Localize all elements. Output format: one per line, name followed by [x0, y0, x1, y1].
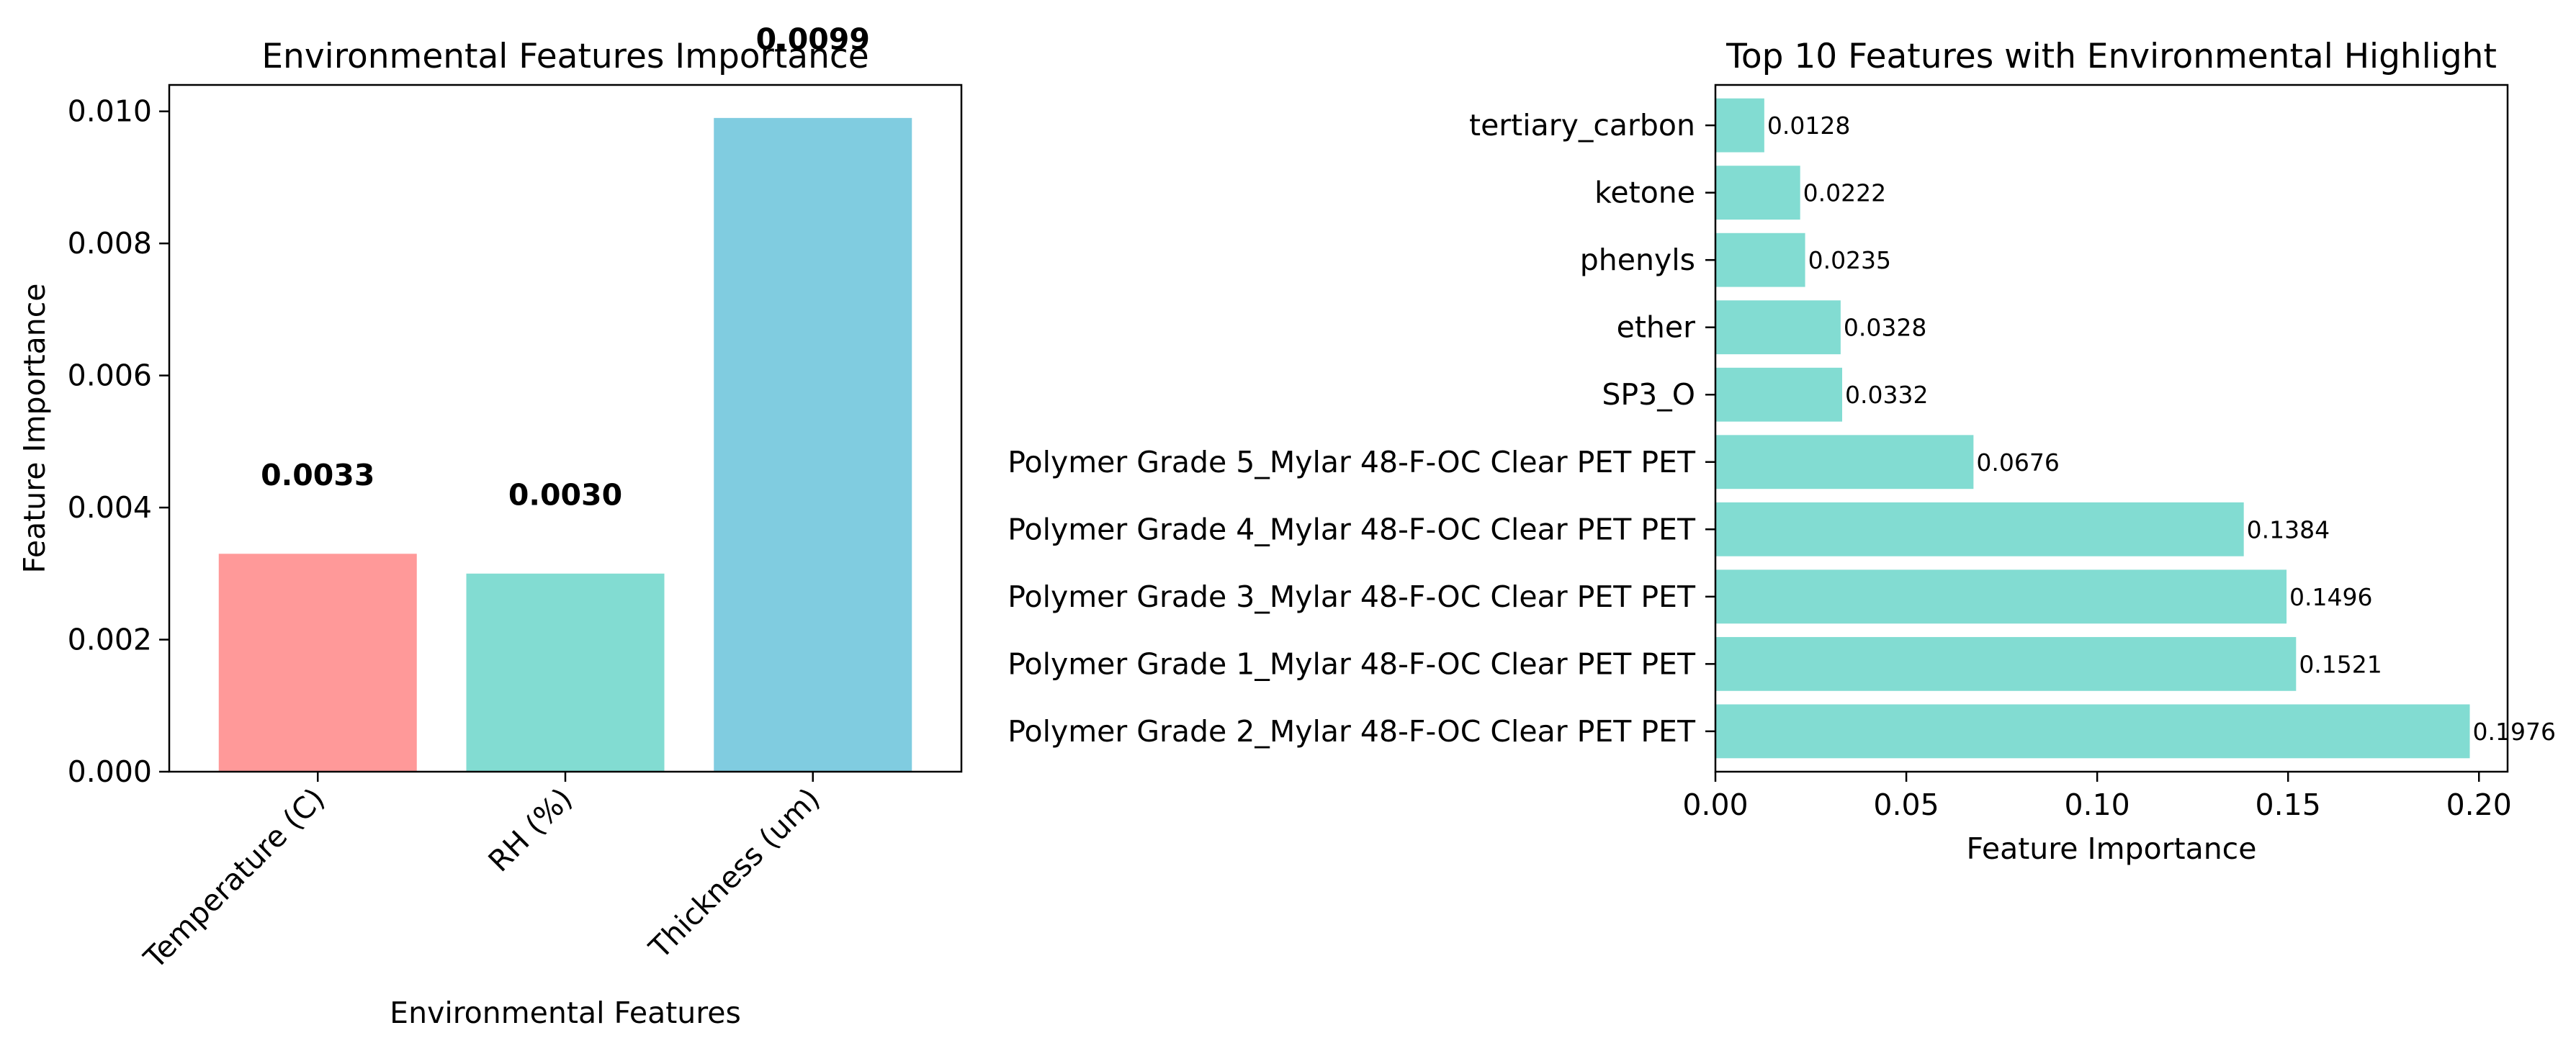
right-y-tick-label-8: ketone	[1594, 176, 1695, 210]
right-value-label-7: 0.0235	[1808, 246, 1891, 274]
left-y-tick-label-4: 0.008	[68, 226, 152, 261]
right-chart-title: Top 10 Features with Environmental Highl…	[1725, 37, 2497, 76]
right-value-label-2: 0.1496	[2289, 583, 2372, 611]
right-y-tick-label-7: phenyls	[1580, 243, 1695, 277]
left-y-tick-label-1: 0.002	[68, 623, 152, 657]
right-value-label-0: 0.1976	[2473, 718, 2556, 746]
right-value-label-9: 0.0128	[1767, 112, 1850, 140]
right-value-label-5: 0.0332	[1845, 381, 1928, 409]
left-bar-2	[714, 117, 912, 772]
right-bars	[1715, 98, 2470, 759]
right-bar-0	[1715, 704, 2470, 759]
left-value-label-0: 0.0033	[261, 458, 374, 492]
right-y-tick-label-6: ether	[1617, 310, 1696, 345]
right-bar-8	[1715, 166, 1800, 220]
right-x-tick-label-3: 0.15	[2256, 788, 2321, 822]
left-plot-frame	[168, 84, 963, 773]
left-y-axis-label: Feature Importance	[17, 284, 52, 574]
right-value-label-3: 0.1384	[2247, 515, 2330, 543]
top-10-features-chart: Top 10 Features with Environmental Highl…	[1007, 37, 2556, 866]
right-y-tick-label-9: tertiary_carbon	[1469, 108, 1695, 143]
left-bar-0	[218, 554, 417, 772]
right-y-tick-label-4: Polymer Grade 5_Mylar 48-F-OC Clear PET …	[1007, 445, 1696, 479]
left-value-label-2: 0.0099	[756, 22, 870, 56]
right-bar-9	[1715, 98, 1764, 153]
right-value-label-8: 0.0222	[1803, 179, 1886, 207]
left-bars	[218, 117, 912, 772]
right-plot-frame	[1714, 84, 2509, 773]
left-y-tick-label-3: 0.006	[68, 358, 152, 393]
environmental-features-chart: Environmental Features Importance 0.0033…	[17, 22, 963, 1030]
right-bar-6	[1715, 300, 1841, 355]
right-bar-2	[1715, 569, 2287, 624]
left-value-labels: 0.0033 0.0030 0.0099	[261, 22, 870, 512]
right-bar-4	[1715, 435, 1974, 490]
right-x-axis-label: Feature Importance	[1967, 831, 2257, 866]
left-chart-title: Environmental Features Importance	[261, 37, 869, 76]
right-x-axis-ticks: 0.00 0.05 0.10 0.15 0.20	[1682, 772, 2512, 822]
right-y-axis-ticks: Polymer Grade 2_Mylar 48-F-OC Clear PET …	[1007, 108, 1715, 749]
left-y-tick-label-5: 0.010	[68, 94, 152, 129]
right-bar-1	[1715, 636, 2297, 691]
right-y-tick-label-3: Polymer Grade 4_Mylar 48-F-OC Clear PET …	[1007, 512, 1696, 546]
left-y-axis-ticks: 0.000 0.002 0.004 0.006 0.008 0.010	[68, 94, 169, 789]
right-bar-3	[1715, 502, 2244, 556]
right-value-label-1: 0.1521	[2299, 650, 2382, 678]
right-value-label-4: 0.0676	[1976, 448, 2059, 477]
right-y-tick-label-5: SP3_O	[1602, 377, 1695, 412]
right-x-tick-label-1: 0.05	[1873, 788, 1939, 822]
right-x-tick-label-2: 0.10	[2064, 788, 2130, 822]
left-x-axis-label: Environmental Features	[390, 996, 741, 1030]
right-value-labels: 0.1976 0.1521 0.1496 0.1384 0.0676 0.0332 0.03…	[1767, 112, 2556, 746]
right-bar-5	[1715, 367, 1842, 422]
right-y-tick-label-2: Polymer Grade 3_Mylar 48-F-OC Clear PET …	[1007, 579, 1696, 614]
right-x-tick-label-0: 0.00	[1682, 788, 1748, 822]
left-value-label-1: 0.0030	[508, 477, 622, 512]
left-y-tick-label-2: 0.004	[68, 490, 152, 525]
left-bar-1	[466, 573, 665, 772]
right-value-label-6: 0.0328	[1844, 314, 1926, 342]
right-bar-7	[1715, 233, 1805, 287]
right-y-tick-label-1: Polymer Grade 1_Mylar 48-F-OC Clear PET …	[1007, 646, 1696, 681]
right-y-tick-label-0: Polymer Grade 2_Mylar 48-F-OC Clear PET …	[1007, 714, 1696, 749]
left-y-tick-label-0: 0.000	[68, 754, 152, 789]
right-x-tick-label-4: 0.20	[2446, 788, 2512, 822]
